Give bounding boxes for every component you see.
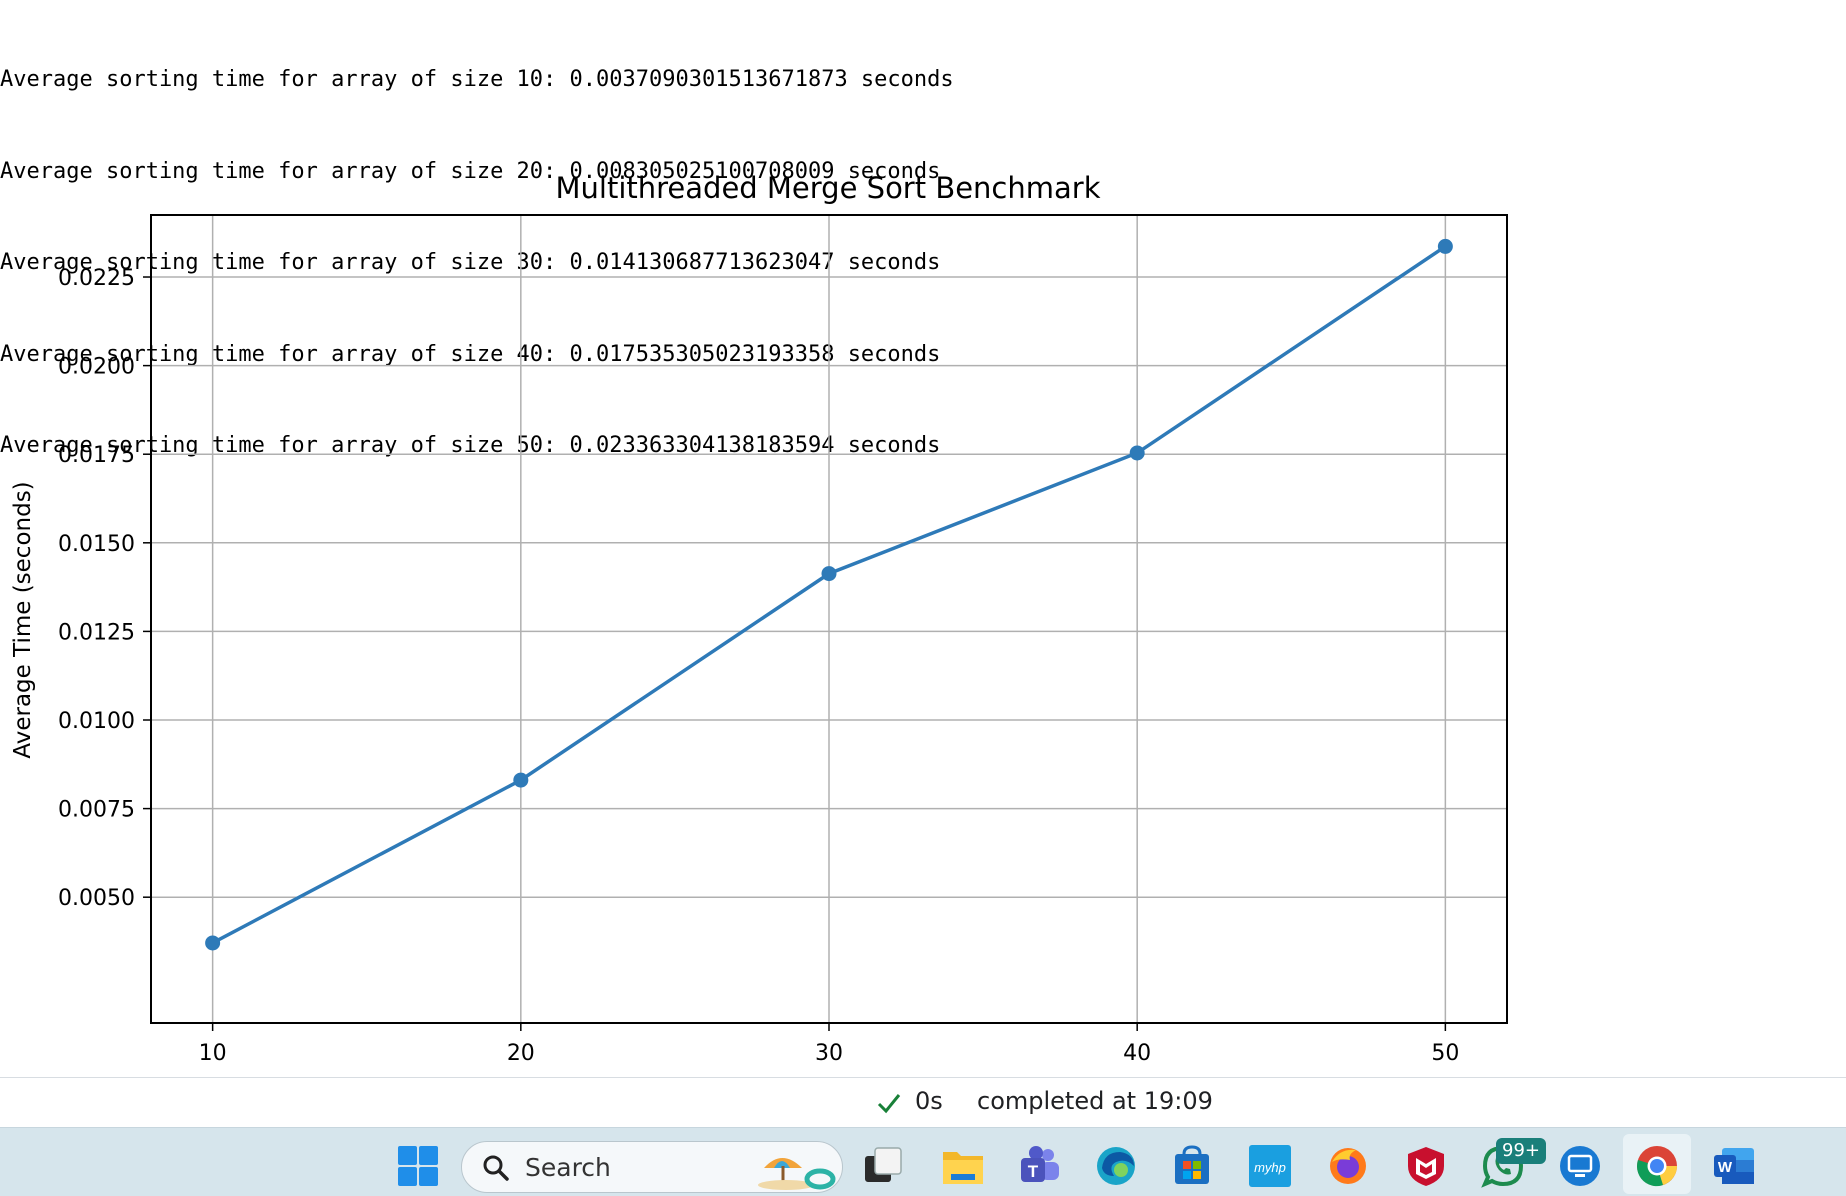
benchmark-chart: Multithreaded Merge Sort Benchmark Avera… (10, 171, 1508, 1066)
mcafee-icon[interactable] (1404, 1144, 1448, 1188)
y-tick-label: 0.0150 (58, 532, 135, 557)
firefox-icon[interactable] (1326, 1144, 1370, 1188)
word-icon[interactable]: W (1712, 1144, 1756, 1188)
console-line: Average sorting time for array of size 1… (0, 67, 954, 92)
y-tick-label: 0.0225 (58, 266, 135, 291)
check-icon (877, 1094, 901, 1114)
data-point (1129, 445, 1145, 461)
axis-ticks: 10 20 30 40 50 0.0050 0.0075 0.0100 0.0125 0.0150… (58, 266, 1459, 1066)
execution-duration: 0s (915, 1087, 943, 1115)
word-icon-text: W (1718, 1159, 1733, 1176)
console-line: Average sorting time for array of size 2… (0, 158, 941, 184)
chrome-icon[interactable] (1635, 1144, 1679, 1188)
edge-icon[interactable] (1094, 1144, 1138, 1188)
plot-frame (150, 214, 1508, 1024)
windows-start-icon[interactable] (396, 1144, 440, 1188)
teams-icon-text: T (1028, 1162, 1039, 1181)
file-explorer-icon[interactable] (941, 1144, 985, 1188)
search-label: Search (525, 1153, 611, 1182)
task-view-icon[interactable] (861, 1144, 905, 1188)
data-point (513, 772, 529, 788)
remote-desktop-icon[interactable] (1558, 1144, 1602, 1188)
teams-icon[interactable]: T (1017, 1144, 1061, 1188)
chart-title: Multithreaded Merge Sort Benchmark (556, 171, 1101, 205)
completion-status: completed at 19:09 (977, 1087, 1213, 1115)
y-tick-label: 0.0125 (58, 620, 135, 645)
taskbar-search-box[interactable]: Search (461, 1141, 843, 1193)
y-axis-label: Average Time (seconds) (10, 481, 36, 758)
data-point (821, 566, 837, 582)
y-tick-label: 0.0100 (58, 709, 135, 734)
microsoft-store-icon[interactable] (1170, 1144, 1214, 1188)
y-tick-label: 0.0175 (58, 443, 135, 468)
console-line: Average sorting time for array of size 3… (0, 250, 941, 275)
x-tick-label: 30 (815, 1041, 843, 1066)
taskbar: Search T m (0, 1127, 1846, 1196)
grid-lines (151, 215, 1507, 1023)
myhp-icon[interactable]: myhp (1248, 1144, 1292, 1188)
data-point (205, 935, 221, 951)
x-tick-label: 10 (199, 1041, 227, 1066)
beach-widget-icon[interactable] (756, 1146, 838, 1190)
status-bar: 0s completed at 19:09 (0, 1077, 1846, 1128)
notification-badge: 99+ (1496, 1138, 1546, 1164)
series-layer (205, 238, 1453, 951)
x-tick-label: 20 (507, 1041, 535, 1066)
myhp-icon-text: myhp (1254, 1160, 1286, 1175)
y-tick-label: 0.0200 (58, 355, 135, 380)
y-tick-label: 0.0050 (58, 886, 135, 911)
x-tick-label: 40 (1123, 1041, 1151, 1066)
search-icon (483, 1155, 509, 1181)
console-line: Average sorting time for array of size 4… (0, 341, 941, 367)
y-tick-label: 0.0075 (58, 798, 135, 823)
x-tick-label: 50 (1431, 1041, 1459, 1066)
data-point (1437, 238, 1453, 254)
